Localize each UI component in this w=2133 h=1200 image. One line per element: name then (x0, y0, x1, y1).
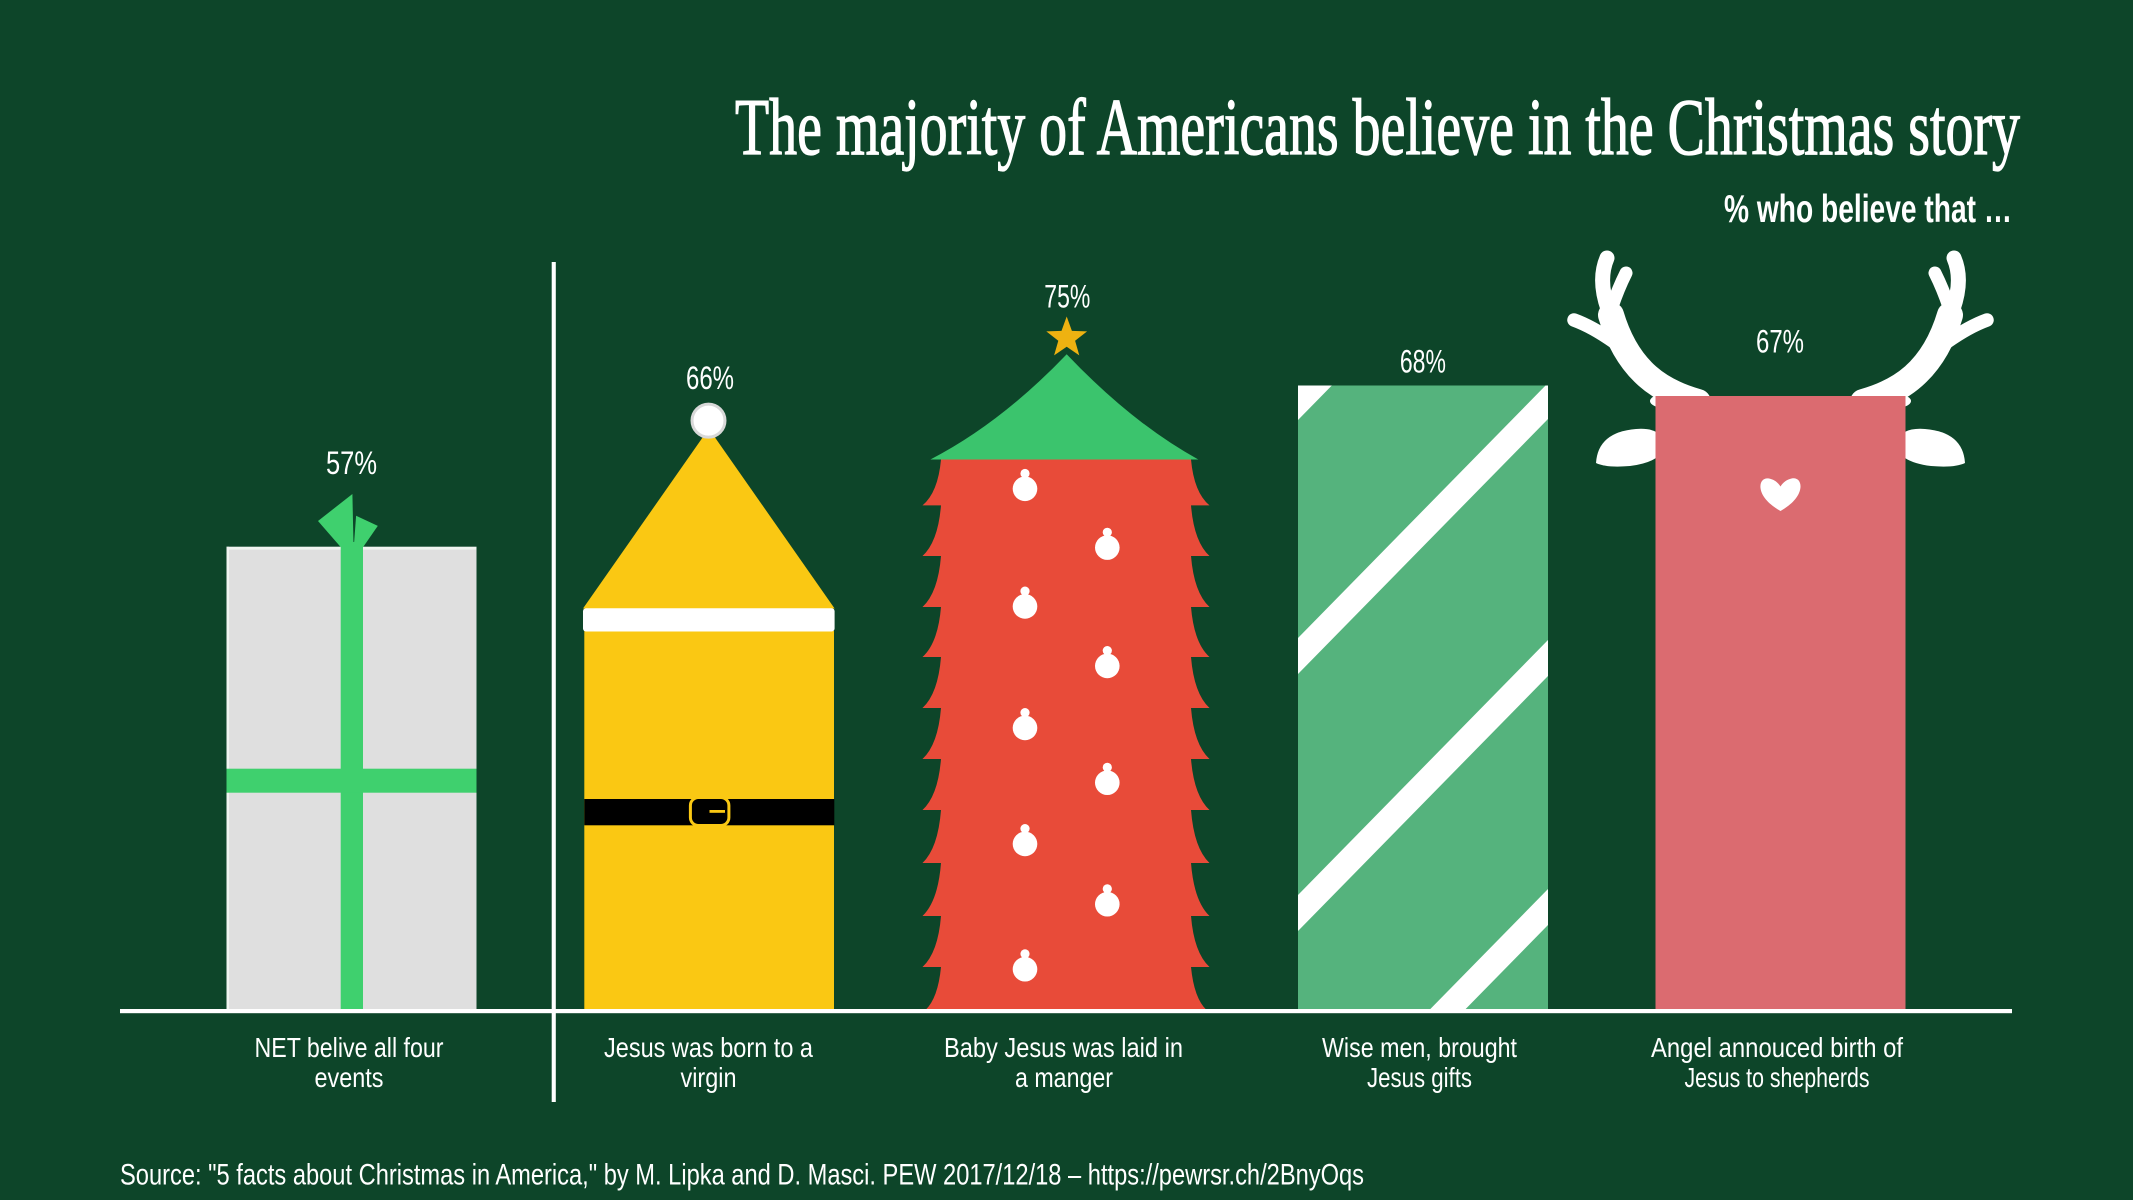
svg-text:The majority of Americans beli: The majority of Americans believe in the… (735, 84, 2020, 172)
svg-text:Baby Jesus was laid in: Baby Jesus was laid in (944, 1032, 1183, 1063)
svg-text:Wise men, brought: Wise men, brought (1322, 1032, 1517, 1063)
svg-text:57%: 57% (326, 445, 377, 481)
svg-text:events: events (315, 1062, 384, 1093)
svg-text:virgin: virgin (681, 1062, 737, 1093)
svg-text:a manger: a manger (1015, 1062, 1113, 1093)
svg-text:Angel annouced birth of: Angel annouced birth of (1651, 1032, 1903, 1063)
svg-text:NET belive all four: NET belive all four (255, 1032, 444, 1063)
svg-text:Source: "5 facts about Christm: Source: "5 facts about Christmas in Amer… (120, 1159, 1364, 1192)
svg-text:Jesus to shepherds: Jesus to shepherds (1685, 1062, 1870, 1093)
svg-text:67%: 67% (1756, 324, 1804, 360)
svg-text:Jesus was born to a: Jesus was born to a (604, 1032, 813, 1063)
svg-text:66%: 66% (686, 360, 734, 396)
svg-text:Jesus gifts: Jesus gifts (1367, 1062, 1472, 1093)
svg-text:68%: 68% (1400, 344, 1446, 380)
svg-text:75%: 75% (1044, 279, 1090, 315)
svg-text:% who believe that …: % who believe that … (1724, 188, 2012, 231)
